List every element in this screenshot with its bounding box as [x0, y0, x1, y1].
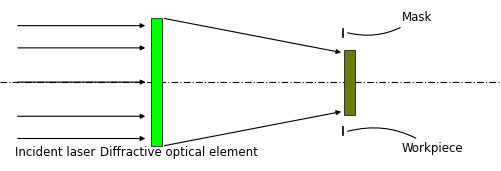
Text: Workpiece: Workpiece	[347, 128, 462, 155]
Text: Incident laser: Incident laser	[15, 146, 95, 159]
Bar	[343, 50, 354, 115]
Bar	[150, 18, 161, 146]
Text: Mask: Mask	[347, 11, 431, 35]
Text: Diffractive optical element: Diffractive optical element	[100, 146, 258, 159]
